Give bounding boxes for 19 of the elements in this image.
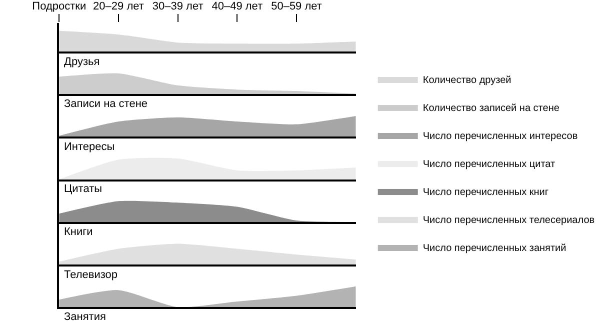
x-axis-title: Записи на стене	[64, 98, 148, 110]
x-axis-title: Интересы	[64, 141, 115, 153]
x-tick-label: Подростки	[32, 0, 86, 12]
legend-label: Число перечисленных интересов	[422, 130, 578, 142]
x-tick-label: 30–39 лет	[152, 0, 204, 12]
x-tick-label: 40–49 лет	[212, 0, 263, 12]
text: Число перечисленных занятий	[422, 242, 566, 254]
x-axis-title: Телевизор	[64, 269, 118, 281]
text: Число перечисленных телесериалов	[422, 214, 595, 226]
x-axis-title: Цитаты	[64, 183, 102, 195]
x-axis-title: Книги	[64, 226, 93, 238]
x-axis-title: Друзья	[64, 56, 100, 68]
x-axis-title: Занятия	[64, 311, 106, 323]
legend-label: Количество друзей	[422, 74, 512, 86]
x-tick-label: 20–29 лет	[93, 0, 144, 12]
x-tick-label: 50–59 лет	[271, 0, 322, 12]
legend-label: Число перечисленных цитат	[422, 158, 556, 170]
text: Количество записей на стене	[422, 102, 560, 114]
legend-label: Число перечисленных книг	[422, 186, 549, 198]
